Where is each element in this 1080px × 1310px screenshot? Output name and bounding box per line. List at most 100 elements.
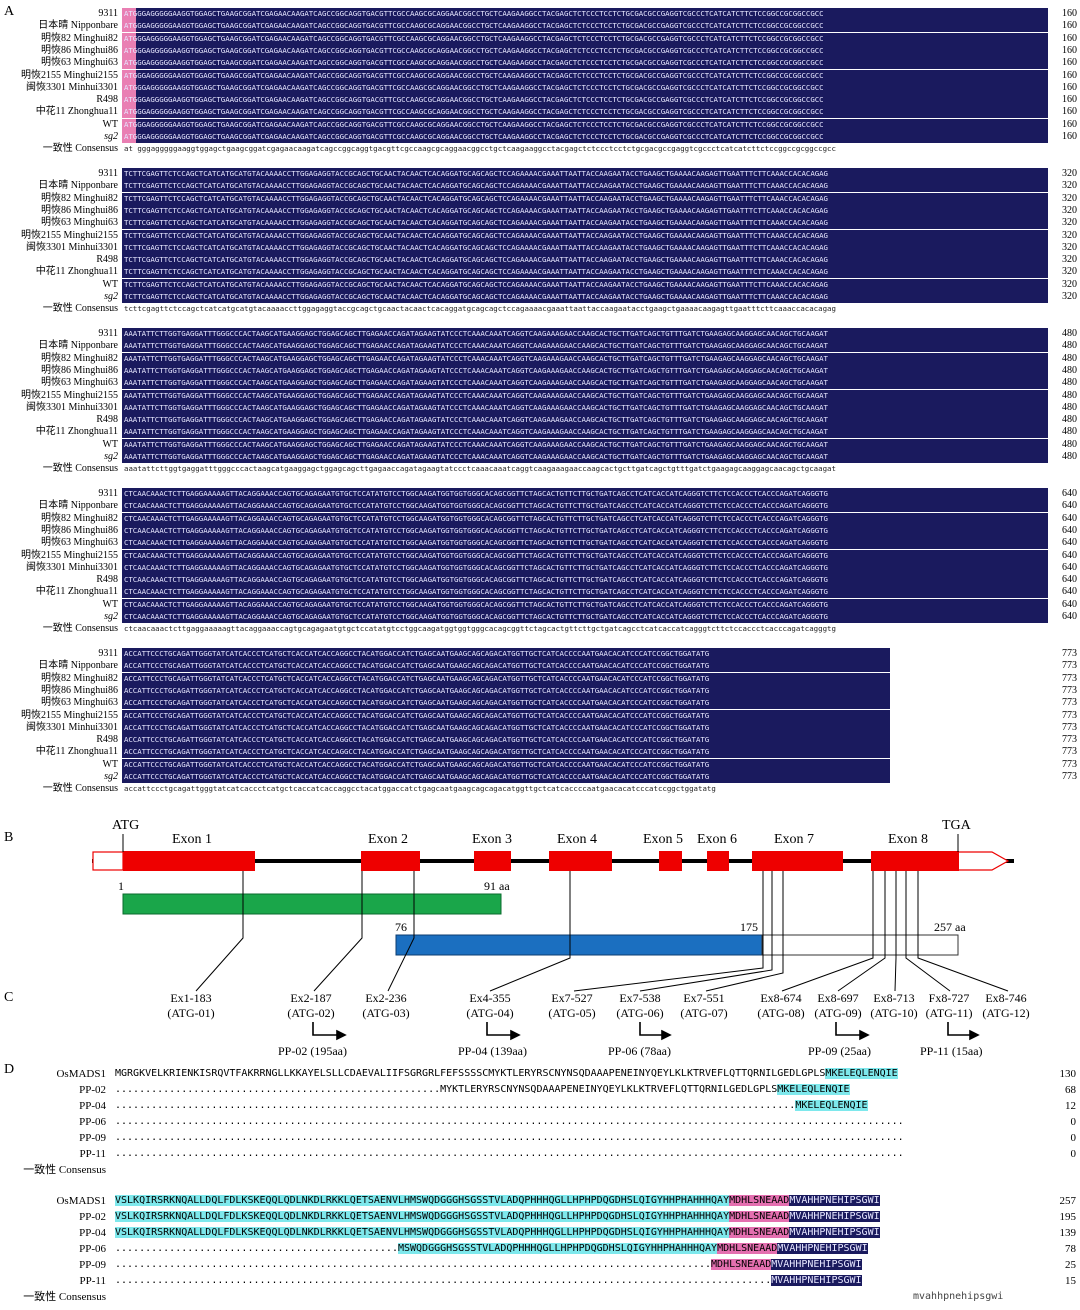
position-number: 160: [1062, 94, 1077, 106]
sequence-text: ATGGGAGGGGGAAGGTGGAGCTGAAGCGGATCGAGAACAA…: [124, 107, 824, 117]
alignment-row: 明恢63 Minghui63 ATGGGAGGGGGAAGGTGGAGCTGAAG…: [0, 57, 1080, 70]
atg-highlight: [122, 44, 136, 57]
alignment-row: WT ACCATTCCCTGCAGATTGGGTATCATCACCCTCATGCT…: [0, 758, 1080, 771]
position-number: 320: [1062, 254, 1077, 266]
sequence-text: CTCAACAAACTCTTGAGGAAAAAGTTACAGGAAACCAGTG…: [124, 501, 828, 511]
consensus-label: 一致性 Consensus: [42, 623, 118, 635]
row-label: WT: [102, 598, 118, 610]
protein-length: 0: [1070, 1148, 1077, 1160]
panel-letter-c: C: [4, 990, 14, 1005]
sequence-text: AAATATTCTTGGTGAGGATTTGGGCCCACTAAGCATGAAG…: [124, 353, 828, 363]
sequence-segment-navy: MVAHHPNEHIPSGWI: [771, 1259, 862, 1270]
sequence-text: CTCAACAAACTCTTGAGGAAAAAGTTACAGGAAACCAGTG…: [124, 562, 828, 572]
position-number: 160: [1062, 44, 1077, 56]
row-label: 9311: [98, 328, 118, 339]
alignment-row: 明恢86 Minghui86 TCTTCGAGTTCTCCAGCTCATCATGC…: [0, 204, 1080, 217]
sequence-segment-plain: MYKTLERYRSCNYNSQDAAAPENEINYQEYLKLKTRVEFL…: [440, 1084, 778, 1095]
total-length-label: 257 aa: [934, 920, 966, 934]
sequence-segment-dots: ........................................…: [115, 1259, 712, 1270]
alignment-block: 9311 ATGGGAGGGGGAAGGTGGAGCTGAAGCGGATCGAGA…: [0, 8, 1080, 158]
sequence-bar: ATGGGAGGGGGAAGGTGGAGCTGAAGCGGATCGAGAACAA…: [122, 8, 1048, 20]
alignment-row: WT TCTTCGAGTTCTCCAGCTCATCATGCATGTACAAAACC…: [0, 278, 1080, 291]
sequence-segment-pink: MDHLSNEAAD: [729, 1227, 790, 1238]
row-label: 闽恢3301 Minhui3301: [26, 241, 118, 253]
sequence-text: TCTTCGAGTTCTCCAGCTCATCATGCATGTACAAAACCTT…: [124, 255, 828, 265]
position-number: 480: [1062, 389, 1077, 401]
sequence-text: ATGGGAGGGGGAAGGTGGAGCTGAAGCGGATCGAGAACAA…: [124, 45, 824, 55]
sequence-text: AAATATTCTTGGTGAGGATTTGGGCCCACTAAGCATGAAG…: [124, 365, 828, 375]
protein-sequence: VSLKQIRSRKNQALLDQLFDLKSKEQQLQDLNKDLRKKLQ…: [115, 1210, 880, 1224]
alignment-row: 明恢86 Minghui86 ACCATTCCCTGCAGATTGGGTATCAT…: [0, 684, 1080, 697]
sequence-bar: ACCATTCCCTGCAGATTGGGTATCATCACCCTCATGCTCA…: [122, 648, 890, 660]
row-label: 中花11 Zhonghua11: [35, 426, 118, 438]
sequence-bar: CTCAACAAACTCTTGAGGAAAAAGTTACAGGAAACCAGTG…: [122, 500, 1048, 513]
atg-site-id: (ATG-10): [870, 1006, 918, 1020]
row-label: 明恢82 Minghui82: [41, 32, 118, 44]
sequence-segment-plain: MGRGKVELKRIENKISRQVTFAKRRNGLLKKAYELSLLCD…: [115, 1068, 826, 1079]
sequence-text: AAATATTCTTGGTGAGGATTTGGGCCCACTAAGCATGAAG…: [124, 415, 828, 425]
atg-highlight: [122, 94, 136, 107]
sequence-text: ACCATTCCCTGCAGATTGGGTATCATCACCCTCATGCTCA…: [124, 759, 710, 769]
row-label: 明恢86 Minghui86: [41, 364, 118, 376]
position-number: 480: [1062, 401, 1077, 413]
alignment-row: 明恢2155 Minghui2155 CTCAACAAACTCTTGAGGAAAA…: [0, 549, 1080, 562]
alignment-row: 中花11 Zhonghua11 CTCAACAAACTCTTGAGGAAAAAGT…: [0, 586, 1080, 599]
sequence-text: AAATATTCTTGGTGAGGATTTGGGCCCACTAAGCATGAAG…: [124, 452, 828, 461]
sequence-segment-pink: MDHLSNEAAD: [729, 1211, 790, 1222]
position-number: 160: [1062, 20, 1077, 32]
sequence-text: TCTTCGAGTTCTCCAGCTCATCATGCATGTACAAAACCTT…: [124, 279, 828, 289]
protein-label: PP-04: [79, 1100, 106, 1112]
atg-site-position: Ex7-551: [683, 991, 725, 1005]
row-label: 闽恢3301 Minhui3301: [26, 561, 118, 573]
alignment-row: WT AAATATTCTTGGTGAGGATTTGGGCCCACTAAGCATGA…: [0, 438, 1080, 451]
row-label: 明恢86 Minghui86: [41, 524, 118, 536]
sequence-text: CTCAACAAACTCTTGAGGAAAAAGTTACAGGAAACCAGTG…: [124, 538, 828, 548]
mads-end-label: 91 aa: [484, 879, 510, 893]
consensus-sequence: aaatattcttggtgaggatttgggcccactaagcatgaag…: [124, 464, 836, 474]
atg-highlight: [122, 8, 136, 20]
position-number: 160: [1062, 81, 1077, 93]
atg-site: Ex4-355 (ATG-04): [450, 991, 530, 1021]
row-label: 日本晴 Nipponbare: [38, 340, 118, 352]
consensus-sequence: tcttcgagttctccagctcatcatgcatgtacaaaacctt…: [124, 304, 836, 314]
atg-site-position: Ex8-746: [985, 991, 1027, 1005]
exon-2-label: Exon 2: [368, 832, 409, 847]
sequence-bar: AAATATTCTTGGTGAGGATTTGGGCCCACTAAGCATGAAG…: [122, 401, 1048, 414]
position-number: 320: [1062, 217, 1077, 229]
sequence-segment-cyan: MKELEQLENQIE: [825, 1068, 898, 1079]
position-number: 320: [1062, 278, 1077, 290]
k-box-bar: [395, 934, 763, 956]
exon-5-label: Exon 5: [643, 832, 684, 847]
protein-label: OsMADS1: [56, 1068, 106, 1080]
atg-site-id: (ATG-01): [167, 1006, 215, 1020]
sequence-segment-dots: ........................................…: [115, 1116, 904, 1127]
alignment-row: WT ATGGGAGGGGGAAGGTGGAGCTGAAGCGGATCGAGAAC…: [0, 118, 1080, 131]
consensus-row: 一致性 Consensus aaatattcttggtgaggatttgggccc…: [0, 463, 1080, 475]
exon-3: [474, 851, 511, 871]
sequence-bar: CTCAACAAACTCTTGAGGAAAAAGTTACAGGAAACCAGTG…: [122, 586, 1048, 599]
row-label: WT: [102, 758, 118, 770]
row-label: 中花11 Zhonghua11: [35, 746, 118, 758]
alignment-row: 明恢82 Minghui82 ATGGGAGGGGGAAGGTGGAGCTGAAG…: [0, 32, 1080, 45]
atg-site: Ex7-527 (ATG-05): [532, 991, 612, 1021]
position-number: 320: [1062, 192, 1077, 204]
position-number: 640: [1062, 488, 1077, 499]
position-number: 640: [1062, 500, 1077, 512]
exon-8: [871, 851, 959, 871]
protein-length: 195: [1059, 1211, 1077, 1223]
position-number: 160: [1062, 8, 1077, 19]
sequence-text: ACCATTCCCTGCAGATTGGGTATCATCACCCTCATGCTCA…: [124, 710, 710, 720]
row-label: 明恢82 Minghui82: [41, 352, 118, 364]
five-prime-utr: [92, 851, 124, 871]
alignment-block: 9311 ACCATTCCCTGCAGATTGGGTATCATCACCCTCATG…: [0, 648, 1080, 798]
sequence-bar: ATGGGAGGGGGAAGGTGGAGCTGAAGCGGATCGAGAACAA…: [122, 69, 1048, 82]
position-number: 160: [1062, 118, 1077, 130]
alignment-row: 明恢82 Minghui82 CTCAACAAACTCTTGAGGAAAAAGTT…: [0, 512, 1080, 525]
protein-label: PP-02: [79, 1211, 106, 1223]
sequence-segment-cyan: VSLKQIRSRKNQALLDQLFDLKSKEQQLQDLNKDLRKKLQ…: [115, 1195, 730, 1206]
panel-letter-d: D: [4, 1062, 15, 1077]
position-number: 320: [1062, 204, 1077, 216]
sequence-bar: ACCATTCCCTGCAGATTGGGTATCATCACCCTCATGCTCA…: [122, 660, 890, 673]
alignment-row: R498 ATGGGAGGGGGAAGGTGGAGCTGAAGCGGATCGAGA…: [0, 94, 1080, 107]
sequence-bar: CTCAACAAACTCTTGAGGAAAAAGTTACAGGAAACCAGTG…: [122, 549, 1048, 562]
